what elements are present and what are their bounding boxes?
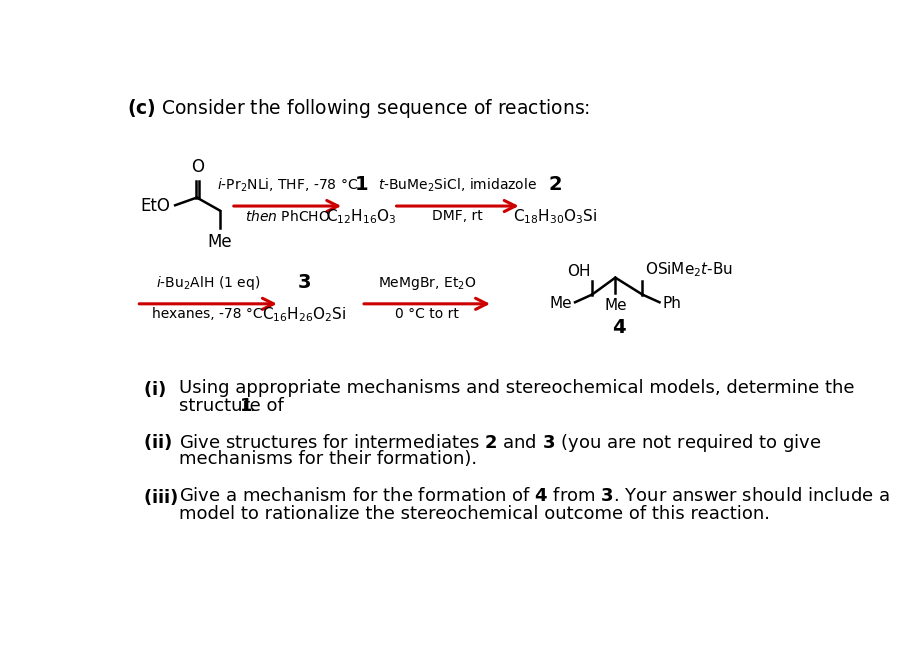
- Text: 0 °C to rt: 0 °C to rt: [395, 307, 459, 321]
- Text: structure of: structure of: [179, 397, 290, 415]
- Text: DMF, rt: DMF, rt: [432, 209, 482, 223]
- Text: MeMgBr, Et$_2$O: MeMgBr, Et$_2$O: [377, 275, 476, 293]
- Text: Me: Me: [208, 233, 233, 251]
- Text: OSiMe$_2t$-Bu: OSiMe$_2t$-Bu: [644, 260, 733, 279]
- Text: Using appropriate mechanisms and stereochemical models, determine the: Using appropriate mechanisms and stereoc…: [179, 379, 854, 397]
- Text: Give a mechanism for the formation of $\mathbf{4}$ from $\mathbf{3}$. Your answe: Give a mechanism for the formation of $\…: [179, 487, 890, 505]
- Text: Me: Me: [604, 298, 626, 313]
- Text: C$_{16}$H$_{26}$O$_2$Si: C$_{16}$H$_{26}$O$_2$Si: [262, 305, 346, 324]
- Text: EtO: EtO: [140, 197, 170, 215]
- Text: .: .: [249, 397, 254, 415]
- Text: $i$-Bu$_2$AlH (1 eq): $i$-Bu$_2$AlH (1 eq): [156, 274, 260, 293]
- Text: hexanes, -78 °C: hexanes, -78 °C: [152, 307, 263, 321]
- Text: C$_{18}$H$_{30}$O$_3$Si: C$_{18}$H$_{30}$O$_3$Si: [512, 207, 597, 226]
- Text: C$_{12}$H$_{16}$O$_3$: C$_{12}$H$_{16}$O$_3$: [326, 207, 396, 226]
- Text: $\mathbf{(i)}$: $\mathbf{(i)}$: [143, 379, 166, 399]
- Text: $\mathbf{(ii)}$: $\mathbf{(ii)}$: [143, 432, 172, 452]
- Text: $\mathbf{1}$: $\mathbf{1}$: [240, 397, 252, 415]
- Text: $\mathbf{1}$: $\mathbf{1}$: [354, 174, 368, 194]
- Text: $t$-BuMe$_2$SiCl, imidazole: $t$-BuMe$_2$SiCl, imidazole: [377, 177, 537, 195]
- Text: $i$-Pr$_2$NLi, THF, -78 °C: $i$-Pr$_2$NLi, THF, -78 °C: [217, 177, 358, 195]
- Text: O: O: [191, 158, 205, 176]
- Text: Give structures for intermediates $\mathbf{2}$ and $\mathbf{3}$ (you are not req: Give structures for intermediates $\math…: [179, 432, 822, 454]
- Text: $\mathbf{4}$: $\mathbf{4}$: [612, 317, 626, 337]
- Text: model to rationalize the stereochemical outcome of this reaction.: model to rationalize the stereochemical …: [179, 505, 770, 523]
- Text: Ph: Ph: [662, 297, 681, 311]
- Text: $\mathbf{(iii)}$: $\mathbf{(iii)}$: [143, 487, 178, 507]
- Text: Me: Me: [549, 297, 572, 311]
- Text: $\mathbf{(c)}$ Consider the following sequence of reactions:: $\mathbf{(c)}$ Consider the following se…: [127, 97, 590, 121]
- Text: mechanisms for their formation).: mechanisms for their formation).: [179, 450, 477, 468]
- Text: $\mathbf{2}$: $\mathbf{2}$: [548, 174, 562, 194]
- Text: $\mathbf{3}$: $\mathbf{3}$: [297, 272, 310, 291]
- Text: OH: OH: [567, 264, 591, 279]
- Text: $\it{then}$ PhCHO: $\it{then}$ PhCHO: [245, 209, 330, 224]
